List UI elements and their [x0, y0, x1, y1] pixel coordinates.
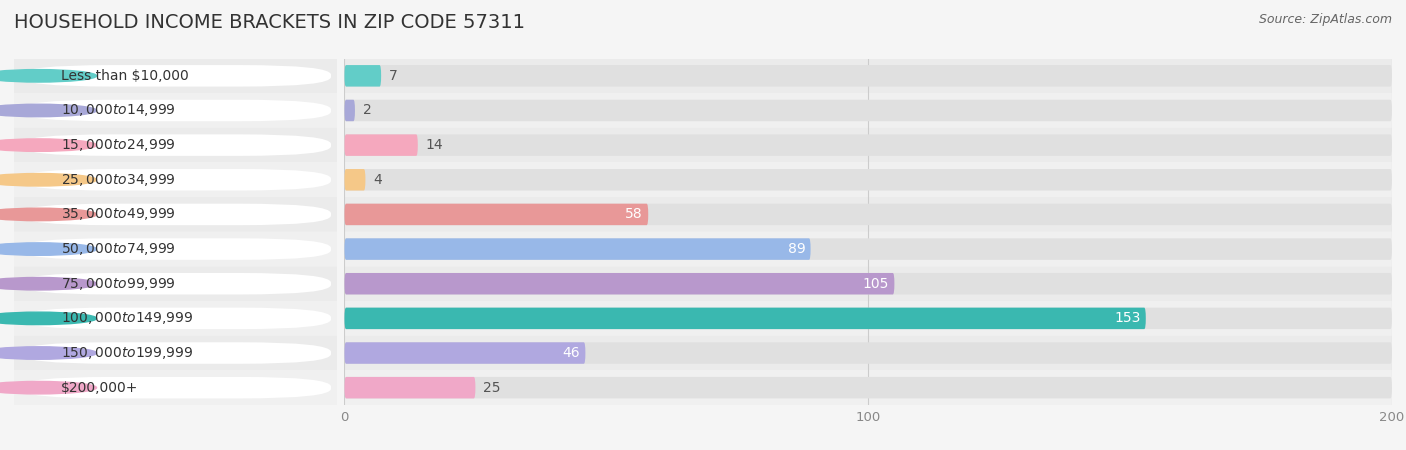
Text: Source: ZipAtlas.com: Source: ZipAtlas.com [1258, 14, 1392, 27]
FancyBboxPatch shape [344, 197, 1392, 232]
FancyBboxPatch shape [344, 58, 1392, 93]
FancyBboxPatch shape [344, 370, 1392, 405]
Circle shape [0, 243, 97, 255]
FancyBboxPatch shape [344, 204, 648, 225]
FancyBboxPatch shape [344, 93, 1392, 128]
Circle shape [0, 104, 97, 117]
FancyBboxPatch shape [344, 266, 1392, 301]
FancyBboxPatch shape [344, 342, 585, 364]
FancyBboxPatch shape [21, 204, 330, 225]
FancyBboxPatch shape [14, 162, 337, 197]
Text: $100,000 to $149,999: $100,000 to $149,999 [60, 310, 194, 326]
FancyBboxPatch shape [344, 100, 354, 121]
FancyBboxPatch shape [14, 336, 337, 370]
FancyBboxPatch shape [344, 135, 418, 156]
FancyBboxPatch shape [21, 342, 330, 364]
FancyBboxPatch shape [14, 128, 337, 162]
Text: $35,000 to $49,999: $35,000 to $49,999 [60, 207, 176, 222]
Text: 46: 46 [562, 346, 581, 360]
FancyBboxPatch shape [344, 238, 1392, 260]
FancyBboxPatch shape [21, 169, 330, 190]
FancyBboxPatch shape [14, 301, 337, 336]
Circle shape [0, 174, 97, 186]
FancyBboxPatch shape [344, 238, 811, 260]
Text: 58: 58 [626, 207, 643, 221]
FancyBboxPatch shape [344, 204, 1392, 225]
FancyBboxPatch shape [344, 301, 1392, 336]
FancyBboxPatch shape [344, 100, 1392, 121]
Text: $200,000+: $200,000+ [60, 381, 138, 395]
Circle shape [0, 278, 97, 290]
FancyBboxPatch shape [344, 377, 1392, 398]
Text: 153: 153 [1114, 311, 1140, 325]
FancyBboxPatch shape [344, 65, 381, 86]
FancyBboxPatch shape [21, 65, 330, 86]
Text: 14: 14 [426, 138, 443, 152]
FancyBboxPatch shape [344, 273, 1392, 294]
FancyBboxPatch shape [344, 336, 1392, 370]
FancyBboxPatch shape [21, 273, 330, 294]
Circle shape [0, 139, 97, 151]
FancyBboxPatch shape [14, 370, 337, 405]
FancyBboxPatch shape [21, 135, 330, 156]
FancyBboxPatch shape [344, 169, 366, 190]
Text: 89: 89 [787, 242, 806, 256]
Circle shape [0, 347, 97, 359]
Text: $150,000 to $199,999: $150,000 to $199,999 [60, 345, 194, 361]
Text: 2: 2 [363, 104, 371, 117]
FancyBboxPatch shape [344, 377, 475, 398]
FancyBboxPatch shape [14, 266, 337, 301]
Text: $15,000 to $24,999: $15,000 to $24,999 [60, 137, 176, 153]
Text: 25: 25 [484, 381, 501, 395]
FancyBboxPatch shape [14, 197, 337, 232]
Text: Less than $10,000: Less than $10,000 [60, 69, 188, 83]
FancyBboxPatch shape [344, 273, 894, 294]
Circle shape [0, 312, 97, 324]
Text: $10,000 to $14,999: $10,000 to $14,999 [60, 103, 176, 118]
Text: $50,000 to $74,999: $50,000 to $74,999 [60, 241, 176, 257]
FancyBboxPatch shape [21, 100, 330, 121]
FancyBboxPatch shape [344, 232, 1392, 266]
Circle shape [0, 70, 97, 82]
Circle shape [0, 208, 97, 220]
FancyBboxPatch shape [344, 65, 1392, 86]
FancyBboxPatch shape [344, 169, 1392, 190]
FancyBboxPatch shape [14, 58, 337, 93]
FancyBboxPatch shape [21, 238, 330, 260]
FancyBboxPatch shape [344, 308, 1146, 329]
FancyBboxPatch shape [344, 342, 1392, 364]
FancyBboxPatch shape [344, 162, 1392, 197]
Text: 7: 7 [389, 69, 398, 83]
FancyBboxPatch shape [14, 232, 337, 266]
FancyBboxPatch shape [14, 93, 337, 128]
FancyBboxPatch shape [21, 377, 330, 398]
Text: $75,000 to $99,999: $75,000 to $99,999 [60, 276, 176, 292]
FancyBboxPatch shape [344, 135, 1392, 156]
FancyBboxPatch shape [344, 128, 1392, 162]
FancyBboxPatch shape [21, 308, 330, 329]
Circle shape [0, 382, 97, 394]
Text: 105: 105 [863, 277, 889, 291]
Text: $25,000 to $34,999: $25,000 to $34,999 [60, 172, 176, 188]
Text: HOUSEHOLD INCOME BRACKETS IN ZIP CODE 57311: HOUSEHOLD INCOME BRACKETS IN ZIP CODE 57… [14, 14, 524, 32]
Text: 4: 4 [373, 173, 382, 187]
FancyBboxPatch shape [344, 308, 1392, 329]
